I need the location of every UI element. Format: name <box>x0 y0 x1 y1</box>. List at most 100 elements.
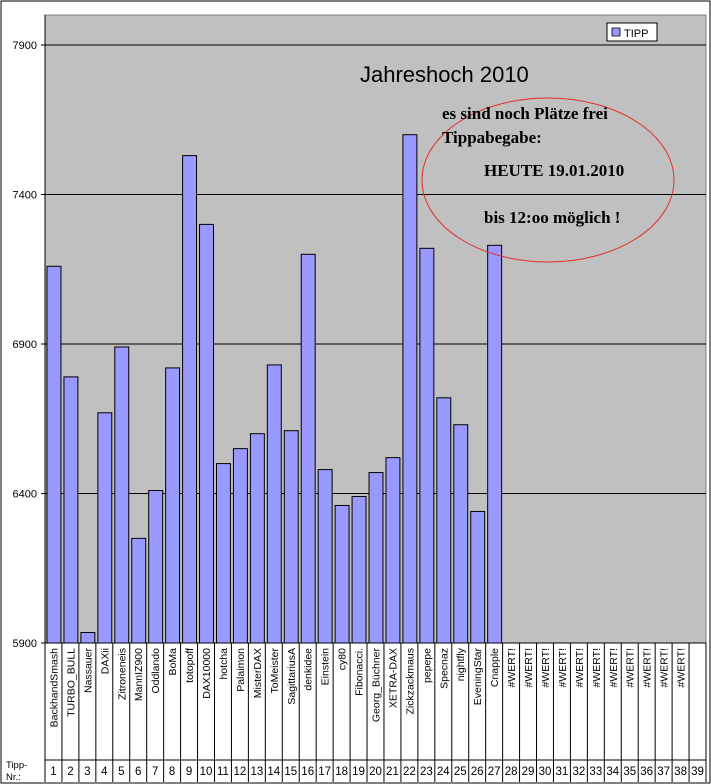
x-tick-label: EveningStar <box>472 647 484 705</box>
x-tick-label: denkidee <box>303 648 315 691</box>
bar <box>80 632 96 644</box>
bar <box>199 223 214 644</box>
tipp-number: 22 <box>403 766 416 778</box>
x-tick-label: hotcha <box>218 648 230 680</box>
y-axis-ticks: 5900 6400 6900 7400 7900 <box>13 40 45 650</box>
bar <box>419 247 435 644</box>
bar <box>249 433 265 644</box>
x-tick-label: Einstein <box>320 648 332 686</box>
x-tick-label: XETRA-DAX <box>387 648 399 708</box>
tipp-number: 24 <box>437 766 450 778</box>
bar <box>63 376 79 644</box>
x-tick-label: TURBO_BULL <box>65 648 77 717</box>
bar <box>97 412 113 644</box>
tipp-number: 25 <box>454 766 467 778</box>
tipp-number: 33 <box>589 766 602 778</box>
tipp-number: 7 <box>152 766 158 778</box>
y-tick-label: 6400 <box>13 489 37 501</box>
tipp-number: 23 <box>420 766 433 778</box>
tipp-number: 2 <box>67 766 73 778</box>
tipp-number: 20 <box>369 766 382 778</box>
bar <box>300 253 316 644</box>
tipp-number: 1 <box>50 766 56 778</box>
x-tick-label: Palaimon <box>235 648 247 692</box>
x-tick-label: BackhandSmash <box>48 648 60 728</box>
bar <box>436 397 452 644</box>
tipp-number: 38 <box>674 766 687 778</box>
x-tick-label: #WERT! <box>625 648 637 687</box>
tipp-number: 21 <box>386 766 399 778</box>
x-tick-label: BoMa <box>167 648 179 676</box>
annotation-line2: Tippabegabe: <box>442 128 542 147</box>
tipp-number: 37 <box>657 766 670 778</box>
x-tick-label: Specnaz <box>438 648 450 689</box>
tipp-number: 3 <box>84 766 90 778</box>
tipp-number: 27 <box>488 766 501 778</box>
bar <box>470 510 486 644</box>
tipp-number: 14 <box>267 766 280 778</box>
x-tick-label: Cnapple <box>489 648 501 687</box>
bar <box>114 346 130 644</box>
tipp-number: 32 <box>572 766 585 778</box>
x-tick-label: #WERT! <box>557 648 569 687</box>
bar <box>283 430 299 644</box>
x-tick-label: Oddlando <box>150 648 162 694</box>
tipp-number: 18 <box>335 766 348 778</box>
annotation-line1: es sind noch Plätze frei <box>442 104 608 123</box>
chart-title: Jahreshoch 2010 <box>360 62 529 87</box>
tipp-number: 35 <box>623 766 636 778</box>
bar <box>368 472 384 644</box>
x-tick-label: #WERT! <box>591 648 603 687</box>
bar <box>131 537 147 644</box>
x-tick-label: MisterDAX <box>252 648 264 698</box>
tipp-number: 28 <box>505 766 518 778</box>
bars <box>45 134 706 644</box>
legend-label: TIPP <box>624 28 648 40</box>
bar <box>232 448 248 644</box>
tipp-number: 12 <box>234 766 247 778</box>
x-tick-label: #WERT! <box>676 648 688 687</box>
tipp-number: 31 <box>556 766 569 778</box>
tipp-number: 8 <box>169 766 175 778</box>
tipp-number: 36 <box>640 766 653 778</box>
x-axis-labels: BackhandSmash 1 TURBO_BULL 2 Nassauer 3 DAXii 4… <box>44 643 707 782</box>
annotation-ellipse <box>421 97 675 263</box>
x-tick-label: DAXii <box>99 648 111 674</box>
x-tick-label: #WERT! <box>608 648 620 687</box>
bar <box>182 155 198 644</box>
tipp-number: 5 <box>118 766 124 778</box>
bar <box>215 463 231 644</box>
x-tick-label: nightfly <box>455 647 467 681</box>
x-tick-label: Zitroneneis <box>116 648 128 700</box>
x-tick-label: SagittariusA <box>286 648 298 705</box>
tipp-number: 26 <box>471 766 484 778</box>
x-tick-label: Georg_Büchner <box>371 648 383 723</box>
tipp-number: 4 <box>101 766 108 778</box>
bar <box>165 367 181 644</box>
tipp-number: 29 <box>522 766 535 778</box>
tipp-number: 17 <box>318 766 331 778</box>
x-tick-label: ToMeister <box>269 648 281 694</box>
x-tick-label: #WERT! <box>659 648 671 687</box>
x-tick-label: cy80 <box>337 648 349 670</box>
x-tick-label: MannIZ900 <box>133 648 145 701</box>
x-tick-label: #WERT! <box>574 648 586 687</box>
bar <box>385 457 401 644</box>
bar <box>487 244 503 644</box>
bar <box>46 265 62 644</box>
x-tick-label: pepepe <box>421 648 433 683</box>
x-tick-label: #WERT! <box>540 648 552 687</box>
x-tick-label: totopoff <box>184 648 196 683</box>
tipp-number: 9 <box>186 766 192 778</box>
x-tick-label: Nassauer <box>82 648 94 693</box>
tipp-number: 15 <box>284 766 297 778</box>
annotation-line3: HEUTE 19.01.2010 <box>484 161 624 180</box>
x-tick-label: #WERT! <box>523 648 535 687</box>
x-tick-label: #WERT! <box>642 648 654 687</box>
tipp-number: 34 <box>606 766 619 778</box>
y-tick-label: 6900 <box>13 339 37 351</box>
x-tick-label: Zickzackmaus <box>404 648 416 715</box>
legend-swatch <box>611 27 621 37</box>
x-tick-label: #WERT! <box>506 648 518 687</box>
